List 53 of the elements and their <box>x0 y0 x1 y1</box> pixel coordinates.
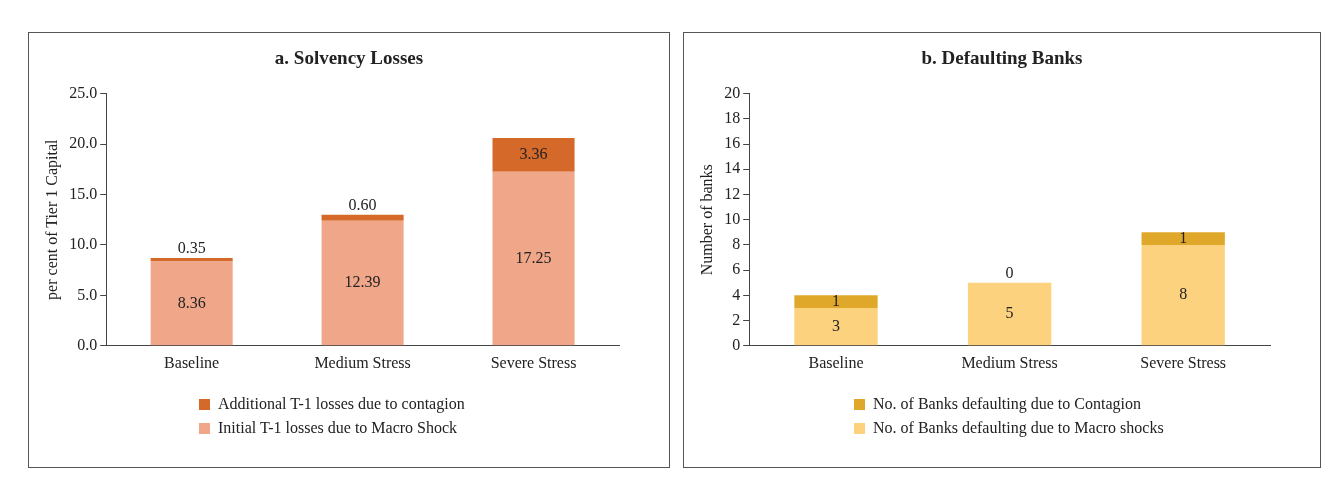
bar <box>492 137 575 172</box>
x-tick-label: Severe Stress <box>490 353 577 371</box>
y-tick-label: 25.0 <box>69 83 98 101</box>
y-tick-label: 6 <box>732 260 741 278</box>
x-tick-label: Severe Stress <box>1140 353 1227 371</box>
data-label: 8 <box>1179 285 1188 303</box>
y-tick-label: 20 <box>724 83 741 101</box>
legend-label: Initial T-1 losses due to Macro Shock <box>218 419 458 437</box>
data-label: 0 <box>1005 263 1014 281</box>
data-label: 5 <box>1005 304 1014 322</box>
legend-label: Additional T-1 losses due to contagion <box>218 395 465 413</box>
data-label: 3.36 <box>519 145 548 163</box>
bar <box>967 282 1052 346</box>
bar <box>321 214 404 221</box>
y-tick-label: 8 <box>732 235 741 253</box>
y-axis-title: per cent of Tier 1 Capital <box>42 138 61 300</box>
data-label: 12.39 <box>344 273 381 291</box>
data-label: 1 <box>1179 228 1188 246</box>
y-tick-label: 16 <box>724 134 741 152</box>
y-tick-label: 20.0 <box>69 134 98 152</box>
bar <box>1141 244 1225 346</box>
y-tick-label: 12 <box>724 184 741 202</box>
data-label: 17.25 <box>515 248 552 266</box>
x-tick-label: Baseline <box>164 353 220 371</box>
data-label: 8.36 <box>177 293 206 311</box>
y-tick-label: 0 <box>732 336 741 353</box>
data-label: 1 <box>832 291 840 309</box>
y-tick-label: 5.0 <box>77 285 98 303</box>
bar <box>492 171 575 346</box>
data-label: 0.60 <box>348 195 377 213</box>
chart-title: a. Solvency Losses <box>273 47 425 69</box>
x-tick-label: Baseline <box>808 353 864 371</box>
data-label: 3 <box>832 316 840 334</box>
x-tick-label: Medium Stress <box>961 353 1058 371</box>
y-tick-label: 10 <box>724 209 741 227</box>
y-tick-label: 18 <box>724 109 741 127</box>
y-tick-label: 2 <box>732 310 741 328</box>
y-tick-label: 4 <box>732 285 741 303</box>
bar <box>1141 232 1225 245</box>
bar <box>321 220 404 346</box>
y-axis-title: Number of banks <box>697 164 715 276</box>
legend-label: No. of Banks defaulting due to Contagion <box>873 395 1141 413</box>
chart-title: b. Defaulting Banks <box>920 47 1084 69</box>
y-tick-label: 15.0 <box>69 184 98 202</box>
bar <box>794 295 878 308</box>
y-tick-label: 10.0 <box>69 235 98 253</box>
y-tick-label: 14 <box>724 159 741 177</box>
y-tick-label: 0.0 <box>77 336 98 353</box>
x-tick-label: Medium Stress <box>314 353 411 371</box>
bar <box>794 307 878 346</box>
legend-label: No. of Banks defaulting due to Macro shocks <box>873 419 1164 437</box>
data-label: 0.35 <box>177 239 206 257</box>
bar <box>150 261 233 346</box>
